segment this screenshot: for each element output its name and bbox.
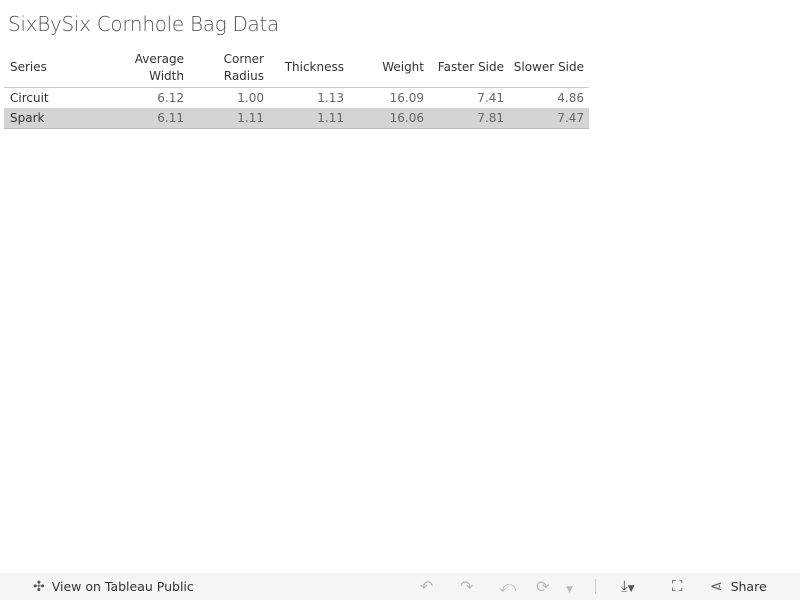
dashboard-title: SixBySix Cornhole Bag Data bbox=[8, 12, 280, 36]
cell-weight[interactable]: 16.06 bbox=[349, 108, 429, 129]
header-series[interactable]: Series bbox=[4, 48, 109, 88]
dropdown-icon[interactable]: ▼ bbox=[566, 585, 573, 595]
cell-faster-side[interactable]: 7.41 bbox=[477, 91, 504, 105]
undo-icon[interactable]: ↶ bbox=[420, 577, 434, 596]
header-label: Average bbox=[134, 51, 184, 66]
header-row: Series Average Width Corner Radius Thickne… bbox=[4, 48, 589, 88]
header-corner-radius[interactable]: Corner Radius bbox=[189, 48, 269, 88]
share-label: Share bbox=[730, 579, 767, 594]
cell-slower-side[interactable]: 7.47 bbox=[509, 108, 589, 129]
toolbar-divider bbox=[595, 579, 596, 594]
header-label: Radius bbox=[223, 68, 264, 83]
header-label: Faster Side bbox=[437, 60, 504, 74]
download-icon[interactable]: ⤓▼ bbox=[621, 577, 635, 595]
cell-slower-side[interactable]: 4.86 bbox=[557, 91, 584, 105]
header-label: Slower Side bbox=[513, 60, 584, 74]
header-label: Width bbox=[149, 68, 184, 83]
table-row-spark[interactable]: Spark 6.11 1.11 1.11 16.06 7.81 7.47 bbox=[4, 108, 589, 129]
fullscreen-icon[interactable]: ⛶ bbox=[672, 577, 683, 595]
view-on-tableau-label: View on Tableau Public bbox=[51, 579, 194, 594]
header-faster-side[interactable]: Faster Side bbox=[429, 48, 509, 88]
header-label: Series bbox=[10, 60, 47, 74]
data-table: Series Average Width Corner Radius Thickne… bbox=[4, 48, 589, 129]
share-icon: ⋖ bbox=[710, 577, 723, 595]
header-thickness[interactable]: Thickness bbox=[269, 48, 349, 88]
tableau-logo-icon: ✣ bbox=[33, 579, 45, 595]
refresh-icon[interactable]: ⟳ bbox=[536, 577, 550, 596]
cell-series[interactable]: Spark bbox=[4, 108, 109, 129]
header-slower-side[interactable]: Slower Side bbox=[509, 48, 589, 88]
cell-weight[interactable]: 16.09 bbox=[389, 91, 424, 105]
redo-icon[interactable]: ↷ bbox=[460, 577, 474, 596]
header-label: Corner bbox=[223, 51, 264, 66]
bottom-toolbar: ✣ View on Tableau Public ↶ ↷ ⤺ ⟳ ▼ ⤓▼ ⛶ … bbox=[0, 573, 800, 600]
revert-icon[interactable]: ⤺ bbox=[499, 577, 517, 596]
cell-series[interactable]: Circuit bbox=[10, 91, 49, 105]
cell-faster-side[interactable]: 7.81 bbox=[429, 108, 509, 129]
header-label: Thickness bbox=[284, 60, 344, 74]
table-row-circuit[interactable]: Circuit 6.12 1.00 1.13 16.09 7.41 4.86 bbox=[4, 88, 589, 109]
cell-corner-radius[interactable]: 1.00 bbox=[237, 91, 264, 105]
cell-corner-radius[interactable]: 1.11 bbox=[189, 108, 269, 129]
view-on-tableau-button[interactable]: ✣ View on Tableau Public bbox=[33, 578, 194, 596]
cell-average-width[interactable]: 6.12 bbox=[157, 91, 184, 105]
header-label: Weight bbox=[382, 60, 424, 74]
cell-thickness[interactable]: 1.13 bbox=[317, 91, 344, 105]
header-weight[interactable]: Weight bbox=[349, 48, 429, 88]
cell-thickness[interactable]: 1.11 bbox=[269, 108, 349, 129]
share-button[interactable]: ⋖ Share bbox=[710, 578, 767, 595]
cell-average-width[interactable]: 6.11 bbox=[109, 108, 189, 129]
header-average-width[interactable]: Average Width bbox=[109, 48, 189, 88]
